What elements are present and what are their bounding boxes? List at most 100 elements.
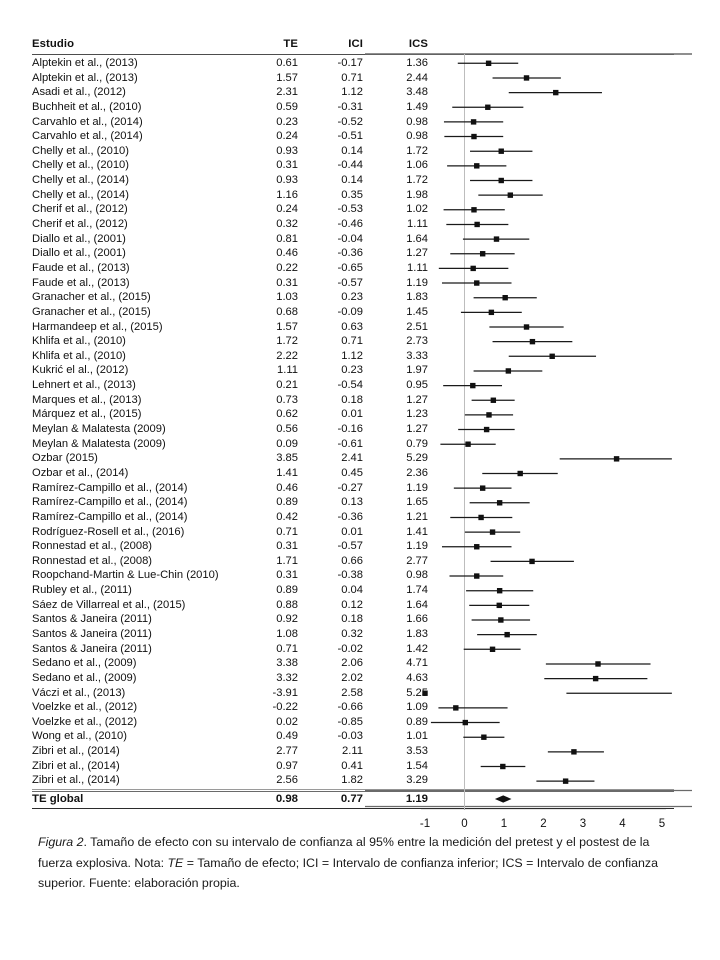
row-ics: 1.45 bbox=[406, 305, 428, 318]
row-study: Faude et al., (2013) bbox=[32, 276, 130, 289]
row-study: Ramírez-Campillo et al., (2014) bbox=[32, 510, 188, 523]
row-ics: 1.42 bbox=[406, 642, 428, 655]
row-ici: 0.14 bbox=[341, 144, 363, 157]
row-te: -0.22 bbox=[272, 701, 299, 714]
table-row: Carvahlo et al., (2014) 0.24 -0.51 0.98 bbox=[32, 129, 692, 144]
row-ici: 0.18 bbox=[341, 393, 363, 406]
forest-plot: Estudio TE ICI ICS Alptekin et al., (201… bbox=[32, 38, 692, 810]
row-ics: 0.79 bbox=[406, 437, 428, 450]
row-ici: -0.85 bbox=[337, 715, 364, 728]
row-ici: -0.61 bbox=[337, 437, 364, 450]
caption-figure-number: Figura 2 bbox=[38, 835, 84, 849]
row-ics: 5.25 bbox=[406, 686, 428, 699]
summary-te: 0.98 bbox=[275, 792, 298, 805]
row-ics: 1.23 bbox=[406, 408, 428, 421]
x-tick-label: 1 bbox=[500, 817, 508, 830]
row-ics: 1.83 bbox=[406, 627, 428, 640]
row-te: 2.56 bbox=[276, 774, 298, 787]
row-ici: 0.66 bbox=[341, 554, 363, 567]
table-header-row: Estudio TE ICI ICS bbox=[32, 38, 674, 55]
row-te: 0.92 bbox=[276, 613, 298, 626]
row-ics: 1.98 bbox=[406, 188, 428, 201]
row-ics: 0.89 bbox=[406, 715, 428, 728]
row-ici: 0.71 bbox=[341, 71, 363, 84]
row-te: 0.61 bbox=[276, 57, 298, 69]
row-te: 0.24 bbox=[276, 203, 298, 216]
table-row: Ronnestad et al., (2008) 1.71 0.66 2.77 bbox=[32, 554, 692, 569]
row-ici: -0.17 bbox=[337, 57, 364, 69]
row-ics: 1.11 bbox=[407, 218, 428, 231]
row-ics: 4.71 bbox=[406, 657, 428, 670]
row-ics: 0.98 bbox=[406, 569, 428, 582]
row-ics: 1.27 bbox=[406, 423, 428, 436]
row-ics: 1.66 bbox=[406, 613, 428, 626]
row-ici: -0.09 bbox=[337, 305, 364, 318]
row-te: 1.72 bbox=[276, 335, 298, 348]
table-row: Voelzke et al., (2012) -0.22 -0.66 1.09 bbox=[32, 700, 692, 715]
row-te: 0.68 bbox=[276, 305, 298, 318]
row-study: Asadi et al., (2012) bbox=[32, 86, 126, 99]
row-study: Roopchand-Martin & Lue-Chin (2010) bbox=[32, 569, 219, 582]
table-row: Ramírez-Campillo et al., (2014) 0.46 -0.27… bbox=[32, 481, 692, 496]
row-te: 0.23 bbox=[276, 115, 298, 128]
figure-caption: Figura 2. Tamaño de efecto con su interv… bbox=[38, 832, 686, 894]
summary-row: TE global 0.98 0.77 1.19 bbox=[32, 790, 674, 809]
table-row: Granacher et al., (2015) 0.68 -0.09 1.45 bbox=[32, 305, 692, 320]
row-study: Ramírez-Campillo et al., (2014) bbox=[32, 481, 188, 494]
row-study: Voelzke et al., (2012) bbox=[32, 701, 138, 714]
row-te: 0.24 bbox=[276, 130, 298, 143]
row-study: Cherif et al., (2012) bbox=[32, 218, 128, 231]
row-te: 0.71 bbox=[276, 642, 298, 655]
row-te: 3.32 bbox=[276, 671, 298, 684]
row-ici: -0.16 bbox=[337, 423, 364, 436]
table-row: Ozbar (2015) 3.85 2.41 5.29 bbox=[32, 451, 692, 466]
table-row: Rubley et al., (2011) 0.89 0.04 1.74 bbox=[32, 583, 692, 598]
row-ics: 1.65 bbox=[406, 496, 428, 509]
row-ici: 1.12 bbox=[341, 86, 363, 99]
row-te: 0.89 bbox=[276, 584, 298, 597]
table-row: Cherif et al., (2012) 0.24 -0.53 1.02 bbox=[32, 202, 692, 217]
row-ics: 1.06 bbox=[406, 159, 428, 172]
table-row: Alptekin et al., (2013) 0.61 -0.17 1.36 bbox=[32, 56, 692, 71]
row-study: Carvahlo et al., (2014) bbox=[32, 130, 143, 143]
table-row: Sedano et al., (2009) 3.38 2.06 4.71 bbox=[32, 656, 692, 671]
row-study: Chelly et al., (2014) bbox=[32, 188, 130, 201]
row-te: 0.88 bbox=[276, 598, 298, 611]
x-tick-label: 5 bbox=[658, 817, 666, 830]
table-row: Ozbar et al., (2014) 1.41 0.45 2.36 bbox=[32, 466, 692, 481]
row-te: 0.56 bbox=[276, 423, 298, 436]
row-ics: 0.98 bbox=[406, 130, 428, 143]
table-row: Voelzke et al., (2012) 0.02 -0.85 0.89 bbox=[32, 715, 692, 730]
table-row: Zibri et al., (2014) 2.56 1.82 3.29 bbox=[32, 773, 692, 788]
row-te: 0.59 bbox=[276, 100, 298, 113]
row-study: Diallo et al., (2001) bbox=[32, 247, 126, 260]
row-te: 2.22 bbox=[276, 349, 298, 362]
row-te: 1.16 bbox=[276, 188, 298, 201]
row-te: 0.31 bbox=[276, 159, 298, 172]
row-ici: -0.04 bbox=[337, 232, 364, 245]
table-row: Rodríguez-Rosell et al., (2016) 0.71 0.01 1… bbox=[32, 525, 692, 540]
table-row: Alptekin et al., (2013) 1.57 0.71 2.44 bbox=[32, 71, 692, 86]
row-ici: -0.57 bbox=[337, 276, 364, 289]
row-te: 3.85 bbox=[276, 452, 298, 465]
table-row: Ramírez-Campillo et al., (2014) 0.42 -0.36… bbox=[32, 510, 692, 525]
table-row: Chelly et al., (2010) 0.31 -0.44 1.06 bbox=[32, 158, 692, 173]
summary-ici: 0.77 bbox=[340, 792, 363, 805]
row-ici: 0.23 bbox=[341, 291, 363, 304]
row-te: 1.57 bbox=[276, 71, 298, 84]
row-ici: 0.35 bbox=[341, 188, 363, 201]
row-ici: 0.32 bbox=[341, 627, 363, 640]
row-ics: 1.64 bbox=[406, 232, 428, 245]
x-tick-label: 2 bbox=[540, 817, 547, 830]
row-study: Santos & Janeira (2011) bbox=[32, 613, 152, 626]
row-ici: 1.82 bbox=[341, 774, 363, 787]
table-row: Asadi et al., (2012) 2.31 1.12 3.48 bbox=[32, 85, 692, 100]
row-ics: 1.97 bbox=[406, 364, 428, 377]
row-te: 2.77 bbox=[276, 745, 298, 758]
row-ics: 1.36 bbox=[406, 57, 428, 69]
row-study: Buchheit et al., (2010) bbox=[32, 100, 142, 113]
row-te: 0.97 bbox=[276, 759, 298, 772]
row-ici: -0.44 bbox=[337, 159, 364, 172]
row-ici: -0.27 bbox=[337, 481, 364, 494]
table-row: Buchheit et al., (2010) 0.59 -0.31 1.49 bbox=[32, 100, 692, 115]
